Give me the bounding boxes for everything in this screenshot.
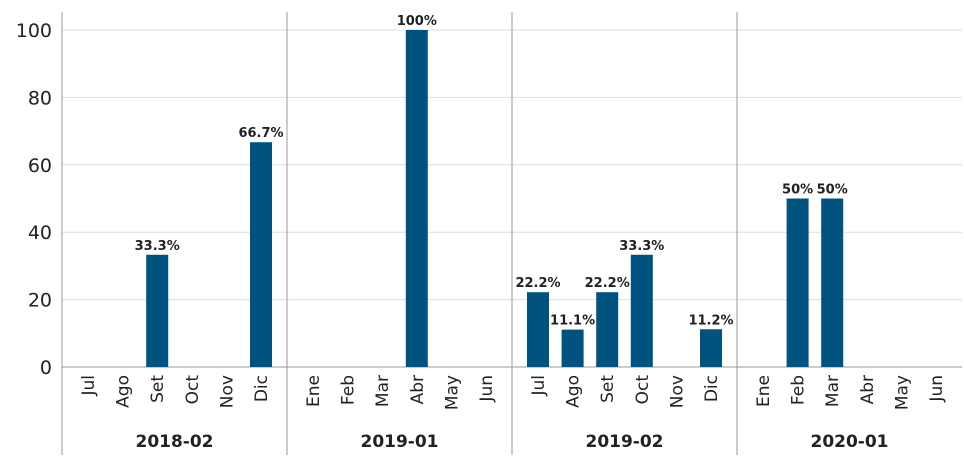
- bar: [146, 254, 169, 367]
- group-label: 2019-01: [360, 432, 438, 452]
- x-tick-label: Nov: [217, 375, 237, 408]
- value-label: 11.1%: [550, 314, 595, 329]
- bar: [700, 329, 722, 367]
- x-tick-label: Ago: [114, 375, 134, 408]
- bar: [561, 329, 584, 367]
- bar: [405, 30, 428, 367]
- value-label: 50%: [782, 183, 813, 198]
- bar: [596, 292, 619, 367]
- x-tick-label: Mar: [823, 375, 843, 407]
- value-label: 33.3%: [135, 239, 180, 254]
- x-tick-label: Jul: [79, 375, 99, 397]
- x-tick-label: Mar: [373, 375, 393, 407]
- y-tick-label: 0: [40, 357, 52, 379]
- x-tick-label: Jul: [529, 375, 549, 397]
- bar: [250, 142, 272, 367]
- y-tick-label: 40: [28, 222, 52, 244]
- x-tick-label: Oct: [633, 375, 653, 405]
- x-tick-label: Set: [148, 375, 168, 403]
- value-label: 66.7%: [238, 126, 283, 141]
- value-label: 100%: [397, 14, 437, 29]
- x-tick-label: Oct: [183, 375, 203, 405]
- x-tick-label: Dic: [702, 375, 722, 402]
- x-tick-label: Abr: [408, 375, 428, 404]
- value-label: 50%: [817, 183, 848, 198]
- x-tick-label: Ene: [754, 375, 774, 407]
- y-tick-label: 20: [28, 290, 52, 312]
- value-label: 33.3%: [619, 239, 664, 254]
- y-tick-label: 60: [28, 155, 52, 177]
- x-tick-label: Set: [598, 375, 618, 403]
- x-tick-label: Jun: [477, 375, 497, 403]
- group-label: 2020-01: [810, 432, 888, 452]
- bar: [630, 254, 653, 367]
- x-tick-label: Ene: [304, 375, 324, 407]
- x-tick-label: Jun: [927, 375, 947, 403]
- bar: [821, 198, 844, 367]
- bar: [786, 198, 809, 367]
- y-tick-label: 80: [28, 87, 52, 109]
- y-tick-label: 100: [16, 20, 52, 42]
- group-label: 2019-02: [585, 432, 663, 452]
- x-tick-label: Feb: [339, 375, 359, 405]
- x-tick-label: Dic: [252, 375, 272, 402]
- x-tick-label: Nov: [667, 375, 687, 408]
- x-tick-label: Ago: [564, 375, 584, 408]
- x-tick-label: May: [892, 375, 912, 410]
- group-label: 2018-02: [135, 432, 213, 452]
- bar: [527, 292, 549, 367]
- x-tick-label: Abr: [858, 375, 878, 404]
- value-label: 22.2%: [515, 276, 560, 291]
- value-label: 11.2%: [688, 313, 733, 328]
- x-tick-label: May: [442, 375, 462, 410]
- value-label: 22.2%: [585, 276, 630, 291]
- x-tick-label: Feb: [789, 375, 809, 405]
